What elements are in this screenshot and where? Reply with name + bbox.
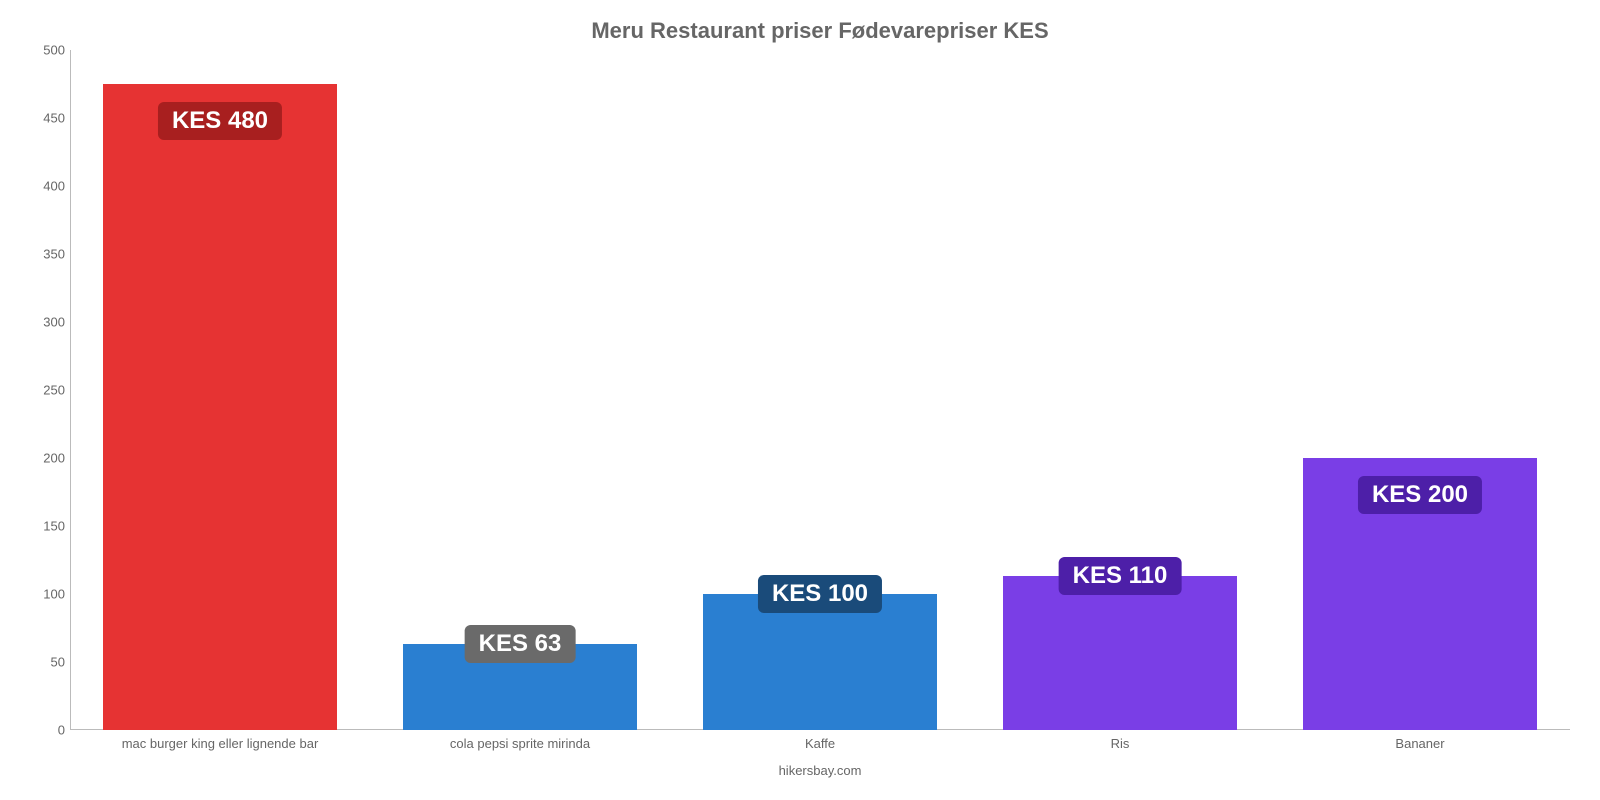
plot-area: 050100150200250300350400450500 KES 480KE…: [70, 50, 1570, 730]
y-tick-label: 300: [25, 315, 65, 330]
bar: [703, 594, 937, 730]
price-bar-chart: Meru Restaurant priser Fødevarepriser KE…: [0, 0, 1600, 800]
y-tick-label: 250: [25, 383, 65, 398]
y-tick-label: 50: [25, 655, 65, 670]
y-tick-label: 500: [25, 43, 65, 58]
y-tick-label: 150: [25, 519, 65, 534]
x-tick-label: Bananer: [1270, 736, 1570, 751]
x-tick-label: mac burger king eller lignende bar: [70, 736, 370, 751]
chart-title: Meru Restaurant priser Fødevarepriser KE…: [70, 10, 1570, 50]
bar-value-label: KES 63: [465, 625, 576, 663]
bar-slot: KES 63: [370, 50, 670, 730]
bar-slot: KES 200: [1270, 50, 1570, 730]
y-tick-label: 0: [25, 723, 65, 738]
x-tick-label: Kaffe: [670, 736, 970, 751]
bar: KES 200: [1303, 458, 1537, 730]
y-tick-label: 350: [25, 247, 65, 262]
x-axis-labels: mac burger king eller lignende barcola p…: [70, 736, 1570, 751]
bar: [1003, 576, 1237, 730]
bars-container: KES 480 KES 63 KES 100 KES 110 KES 200: [70, 50, 1570, 730]
x-tick-label: Ris: [970, 736, 1270, 751]
x-tick-label: cola pepsi sprite mirinda: [370, 736, 670, 751]
bar-slot: KES 100: [670, 50, 970, 730]
y-tick-label: 400: [25, 179, 65, 194]
y-axis-ticks: 050100150200250300350400450500: [25, 50, 65, 730]
bar-value-label: KES 200: [1358, 476, 1482, 514]
bar-slot: KES 110: [970, 50, 1270, 730]
bar-slot: KES 480: [70, 50, 370, 730]
bar-value-label: KES 110: [1059, 557, 1182, 595]
y-tick-label: 450: [25, 111, 65, 126]
y-tick-label: 200: [25, 451, 65, 466]
bar-value-label: KES 100: [758, 575, 882, 613]
chart-credit: hikersbay.com: [70, 763, 1570, 778]
y-tick-label: 100: [25, 587, 65, 602]
bar-value-label: KES 480: [158, 102, 282, 140]
bar: KES 480: [103, 84, 337, 730]
